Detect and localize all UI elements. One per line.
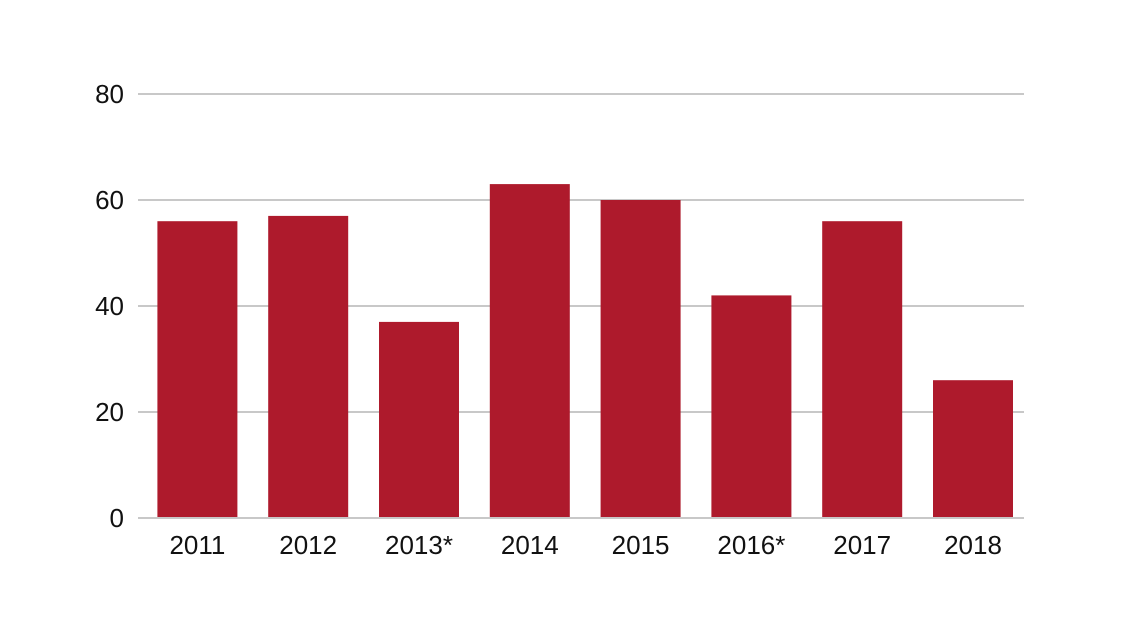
y-tick-label: 40 [95, 291, 124, 321]
y-axis-tick-labels: 0 20 40 60 80 [95, 79, 124, 533]
x-tick-label: 2011 [169, 530, 225, 560]
y-tick-label: 20 [95, 397, 124, 427]
x-tick-label: 2013* [385, 530, 453, 560]
x-tick-label: 2015 [612, 530, 670, 560]
x-tick-label: 2012 [279, 530, 337, 560]
y-tick-label: 0 [110, 503, 124, 533]
bar-2016-star [711, 295, 792, 518]
bar-2014 [489, 184, 570, 518]
bar-2018 [933, 380, 1013, 518]
bar-2015 [600, 200, 681, 518]
y-tick-label: 80 [95, 79, 124, 109]
bar-2013-star [379, 321, 459, 518]
x-tick-label: 2018 [944, 530, 1002, 560]
y-tick-label: 60 [95, 185, 124, 215]
bar-2012 [268, 215, 349, 518]
bar-2017 [822, 221, 903, 518]
x-tick-label: 2014 [501, 530, 559, 560]
x-tick-label: 2017 [833, 530, 891, 560]
bars [157, 184, 1013, 518]
x-axis-tick-labels: 2011 2012 2013* 2014 2015 2016* 2017 2018 [169, 530, 1001, 560]
x-tick-label: 2016* [717, 530, 785, 560]
bar-2011 [157, 221, 238, 518]
